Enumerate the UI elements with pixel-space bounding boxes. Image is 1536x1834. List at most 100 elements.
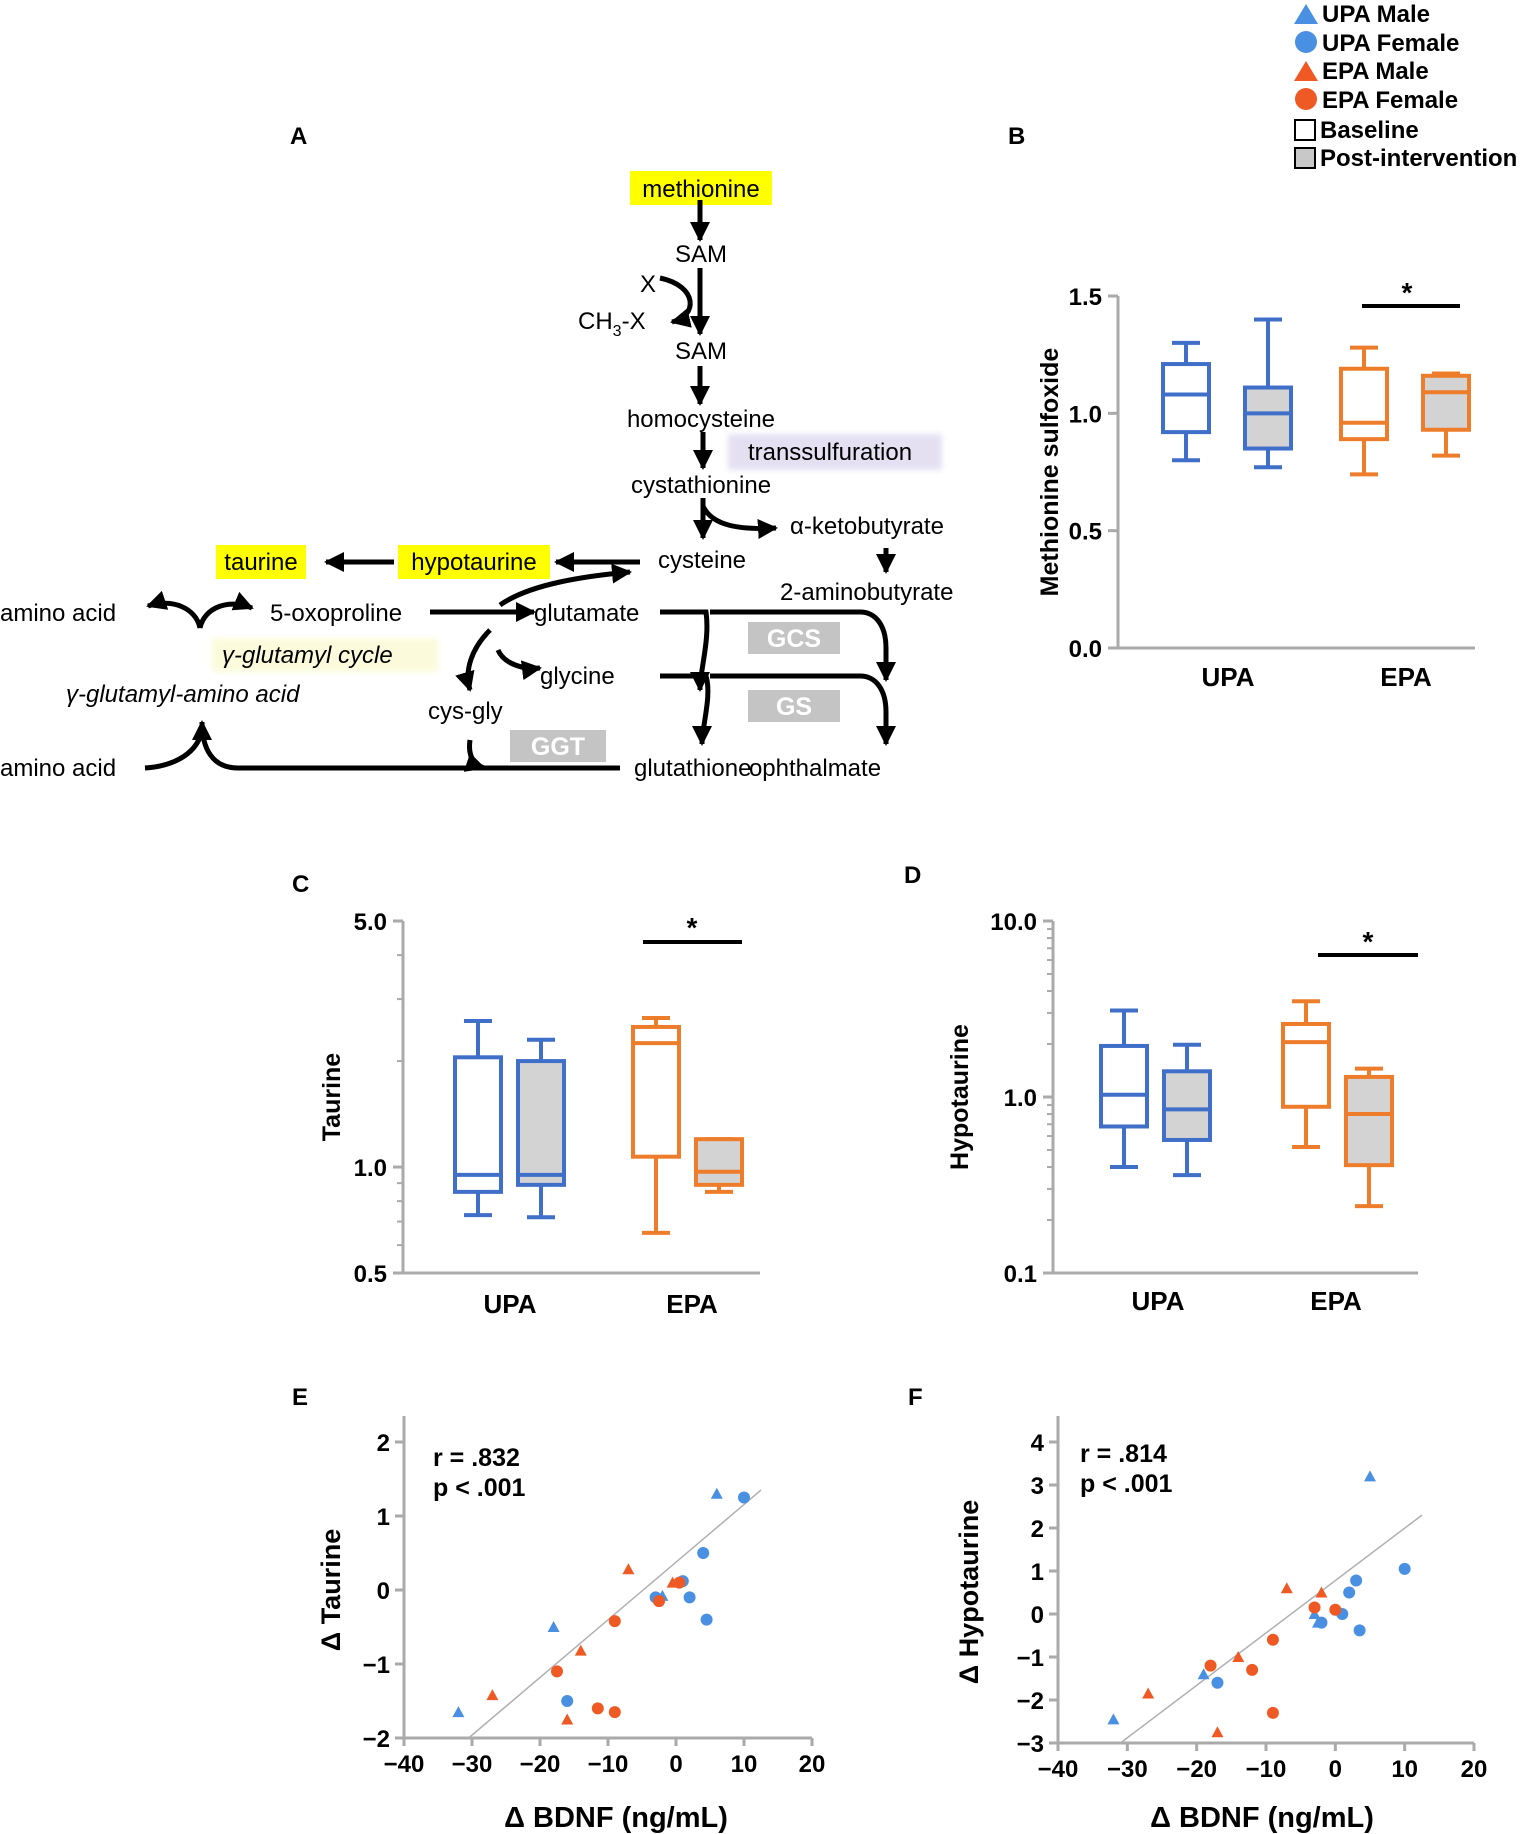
point-epa-male [486,1689,499,1701]
point-epa-female [673,1576,686,1589]
x-category-label: UPA [1132,1286,1185,1316]
legend-marker-upa-male [1294,4,1318,24]
y-tick-label: 3 [1031,1473,1044,1500]
box-upa-baseline [453,1018,503,1218]
highlight-methionine [630,171,772,205]
node-glycine: glycine [540,663,615,690]
node-amino-acid-2: amino acid [0,755,116,782]
box-epa-post [1421,371,1471,458]
chart-taurine: C 0.5 1.0 5.0 Taurine UPA EPA * [292,871,760,1319]
x-tick-label: −20 [520,1751,561,1778]
point-epa-female [1204,1659,1217,1672]
point-epa-female [608,1706,621,1719]
y-tick-label: 1.5 [1069,284,1102,311]
point-upa-female [561,1695,574,1707]
y-tick-label: 0.1 [1004,1261,1037,1288]
pathway-diagram: A GCS GS GGT [0,123,953,782]
point-epa-male [1142,1687,1155,1699]
box-epa-baseline [1281,999,1331,1149]
y-tick-label: −1 [363,1652,390,1679]
panel-label-e: E [292,1384,308,1411]
node-ketobutyrate: α-ketobutyrate [790,513,944,540]
node-hypotaurine: hypotaurine [411,549,536,576]
box-iqr [694,1137,744,1187]
box-iqr [1161,362,1211,435]
x-category-label: UPA [484,1289,537,1319]
box-epa-post [694,1137,744,1194]
node-taurine: taurine [224,549,297,576]
box-iqr [1339,366,1389,442]
label-transsulfuration: transsulfuration [748,439,912,466]
correlation-p: p < .001 [1080,1470,1173,1498]
panel-label-b: B [1008,123,1025,150]
y-axis-label: Δ Hypotaurine [954,1500,984,1684]
chart-methionine-sulfoxide: B 0.0 0.5 1.0 1.5 Methionine sulfoxide UPA EPA * [1008,123,1475,692]
pathway-arrows [144,200,896,772]
y-axis-label: Methionine sulfoxide [1036,348,1064,597]
y-axis-label: Hypotaurine [946,1024,974,1170]
node-glutathione: glutathione [634,755,751,782]
point-upa-male [1197,1668,1210,1680]
box-upa-post [1162,1042,1212,1178]
point-epa-male [574,1644,587,1656]
y-tick-label: 0 [1031,1602,1044,1629]
point-upa-female [1350,1574,1363,1587]
y-tick-label: −2 [363,1726,390,1753]
x-tick-label: −30 [452,1751,493,1778]
x-tick-label: 10 [1391,1756,1418,1783]
legend-marker-baseline [1294,119,1316,141]
legend-label-epa-female: EPA Female [1322,87,1458,114]
point-upa-female [1343,1586,1356,1599]
correlation-r: r = .814 [1080,1440,1167,1468]
box-epa-baseline [631,1016,681,1235]
box-iqr [1421,373,1471,432]
legend-label-post: Post-intervention [1320,145,1517,172]
y-tick-label: −2 [1017,1688,1044,1715]
node-sam-1: SAM [675,241,727,268]
panel-label-c: C [292,871,309,898]
y-tick-label: −3 [1017,1731,1044,1758]
ggt-enzyme-label: GGT [531,733,585,761]
point-upa-female [683,1591,696,1604]
legend-label-epa-male: EPA Male [1322,58,1429,85]
point-upa-female [1398,1562,1411,1575]
legend-label-upa-female: UPA Female [1322,30,1459,57]
y-tick-label: 2 [1031,1516,1044,1543]
x-tick-label: 0 [669,1751,682,1778]
point-upa-male [547,1621,560,1632]
box-upa-baseline [1161,340,1211,463]
x-axis-label: Δ BDNF (ng/mL) [504,1802,728,1834]
box-iqr [453,1055,503,1194]
panel-label-a: A [290,123,307,150]
x-tick-label: 0 [1329,1756,1342,1783]
gs-enzyme-box [748,690,840,722]
point-epa-female [1246,1663,1259,1676]
x-axis-label: Δ BDNF (ng/mL) [1150,1802,1374,1834]
node-amino-acid-1: amino acid [0,600,116,627]
ggt-enzyme-box [510,730,606,762]
transsulfuration-shade [728,434,942,470]
node-oxoproline: 5-oxoproline [270,600,402,627]
point-epa-female [591,1702,604,1715]
highlight-taurine [216,545,306,579]
point-epa-female [1329,1603,1342,1616]
y-tick-label: 1.0 [354,1155,387,1182]
point-upa-female [1315,1616,1328,1629]
point-upa-female [700,1613,713,1626]
gs-enzyme-label: GS [776,693,812,721]
y-tick-label: 10.0 [990,909,1037,936]
node-glutamate: glutamate [534,600,639,627]
y-tick-label: 2 [377,1430,390,1457]
box-epa-post [1344,1066,1394,1209]
panel-label-f: F [908,1384,923,1411]
y-tick-label: 0 [377,1578,390,1605]
significance-star: * [1363,926,1374,957]
box-epa-baseline [1339,345,1389,477]
point-upa-female [697,1547,710,1559]
chart-hypotaurine: D 0.1 1.0 10.0 Hypotaurine UPA EPA * [904,862,1418,1316]
point-epa-male [622,1563,635,1575]
legend: UPA Male UPA Female EPA Male EPA Female … [1294,1,1517,172]
point-epa-female [1266,1633,1279,1646]
